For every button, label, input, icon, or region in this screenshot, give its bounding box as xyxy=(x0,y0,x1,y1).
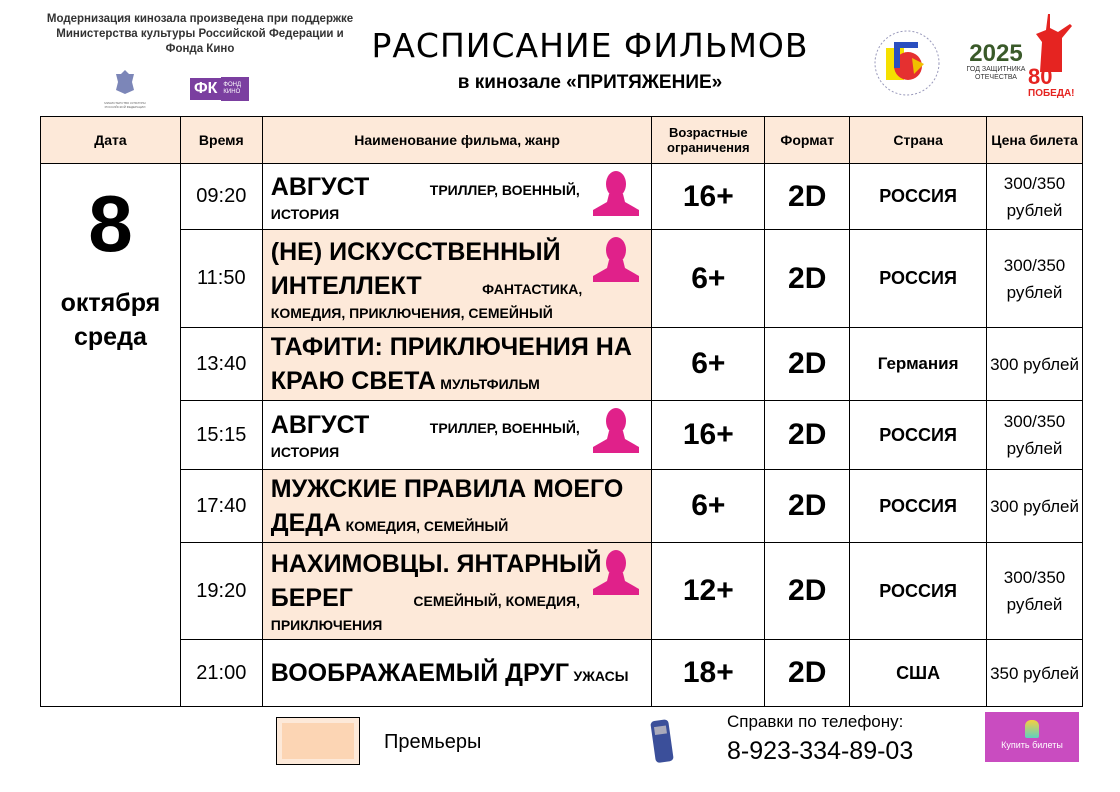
format-cell: 2D xyxy=(764,327,851,401)
price-cell: 300/350 рублей xyxy=(986,163,1083,230)
page-subtitle: в кинозале «ПРИТЯЖЕНИЕ» xyxy=(457,72,723,93)
table-row: 19:20 НАХИМОВЦЫ. ЯНТАРНЫЙ БЕРЕГ СЕМЕЙНЫЙ,… xyxy=(41,542,1083,640)
header-time: Время xyxy=(179,116,263,164)
film-cell: (НЕ) ИСКУССТВЕННЫЙ ИНТЕЛЛЕКТ ФАНТАСТИКА,… xyxy=(261,229,653,328)
time-cell: 17:40 xyxy=(179,469,263,543)
ice-cream-icon xyxy=(1025,720,1039,738)
phone-label: Справки по телефону: xyxy=(727,712,904,731)
header-age: Возрастные ограничения xyxy=(651,116,766,164)
phone-icon xyxy=(650,718,676,769)
table-row: 8 октября среда 09:20 АВГУСТ ТРИЛЛЕР, ВОЕННЫ… xyxy=(40,163,1083,707)
age-cell: 6+ xyxy=(651,469,766,543)
format-cell: 2D xyxy=(764,469,851,543)
header-date: Дата xyxy=(40,116,181,164)
age-cell: 16+ xyxy=(651,400,766,470)
header-format: Формат xyxy=(764,116,851,164)
film-title: ТАФИТИ: ПРИКЛЮЧЕНИЯ НА КРАЮ СВЕТА xyxy=(270,333,632,395)
country-cell: РОССИЯ xyxy=(849,542,988,640)
price-cell: 300 рублей xyxy=(986,469,1083,543)
price-cell: 350 рублей xyxy=(986,639,1083,707)
fond-kino-logo: ФК ФОНД КИНО xyxy=(190,77,250,101)
date-cell: 8 октября среда xyxy=(40,163,181,707)
country-cell: РОССИЯ xyxy=(849,163,988,230)
phone-number: 8-923-334-89-03 xyxy=(727,737,914,765)
schedule-table: Дата Время Наименование фильма, жанр Воз… xyxy=(40,116,1083,707)
bust-icon xyxy=(593,171,640,216)
table-row: 13:40 ТАФИТИ: ПРИКЛЮЧЕНИЯ НА КРАЮ СВЕТА М… xyxy=(41,327,1083,401)
age-cell: 18+ xyxy=(651,639,766,707)
film-title: АВГУСТ xyxy=(270,172,370,201)
bust-icon xyxy=(593,408,640,453)
film-genre: МУЛЬТФИЛЬМ xyxy=(440,376,540,392)
table-row: 17:40 МУЖСКИЕ ПРАВИЛА МОЕГО ДЕДА КОМЕДИЯ,… xyxy=(41,469,1083,543)
header-film: Наименование фильма, жанр xyxy=(261,116,653,164)
country-cell: США xyxy=(849,639,988,707)
country-cell: РОССИЯ xyxy=(849,469,988,543)
country-cell: РОССИЯ xyxy=(849,229,988,328)
ministry-logo: МИНИСТЕРСТВО КУЛЬТУРЫ РОССИЙСКОЙ ФЕДЕРАЦ… xyxy=(100,68,150,109)
time-cell: 15:15 xyxy=(179,400,263,470)
film-title: АВГУСТ xyxy=(270,411,370,439)
country-cell: РОССИЯ xyxy=(849,400,988,470)
age-cell: 6+ xyxy=(651,229,766,328)
bust-icon xyxy=(593,237,640,282)
bust-icon xyxy=(593,550,640,595)
film-title: НАХИМОВЦЫ. ЯНТАРНЫЙ БЕРЕГ xyxy=(270,550,602,612)
time-cell: 09:20 xyxy=(179,163,263,230)
film-genre: КОМЕДИЯ, СЕМЕЙНЫЙ xyxy=(345,518,509,534)
price-cell: 300 рублей xyxy=(986,327,1083,401)
film-cell: ВООБРАЖАЕМЫЙ ДРУГ УЖАСЫ xyxy=(261,639,653,707)
country-cell: Германия xyxy=(849,327,988,401)
format-cell: 2D xyxy=(764,639,851,707)
time-cell: 21:00 xyxy=(179,639,263,707)
format-cell: 2D xyxy=(764,163,851,230)
table-row: 11:50 (НЕ) ИСКУССТВЕННЫЙ ИНТЕЛЛЕКТ ФАНТАС… xyxy=(41,229,1083,328)
film-title: (НЕ) ИСКУССТВЕННЫЙ ИНТЕЛЛЕКТ xyxy=(270,237,561,300)
film-cell: МУЖСКИЕ ПРАВИЛА МОЕГО ДЕДА КОМЕДИЯ, СЕМЕ… xyxy=(261,469,653,543)
age-cell: 12+ xyxy=(651,542,766,640)
date-weekday: среда xyxy=(74,323,147,351)
price-cell: 300/350 рублей xyxy=(986,542,1083,640)
time-cell: 19:20 xyxy=(179,542,263,640)
header-price: Цена билета xyxy=(986,116,1083,164)
age-cell: 16+ xyxy=(651,163,766,230)
age-cell: 6+ xyxy=(651,327,766,401)
price-cell: 300/350 рублей xyxy=(986,400,1083,470)
support-note: Модернизация кинозала произведена при по… xyxy=(46,13,354,55)
table-row: 21:00 ВООБРАЖАЕМЫЙ ДРУГ УЖАСЫ 18+ 2D США 350 … xyxy=(41,639,1083,707)
victory-80-logo: 80 ПОБЕДА! xyxy=(1028,12,1075,99)
film-genre: СЕМЕЙНЫЙ, КОМЕДИЯ, ПРИКЛЮЧЕНИЯ xyxy=(270,593,580,633)
format-cell: 2D xyxy=(764,542,851,640)
film-title: МУЖСКИЕ ПРАВИЛА МОЕГО ДЕДА xyxy=(270,475,624,537)
premiere-legend-swatch xyxy=(276,717,360,765)
buy-tickets-button[interactable]: Купить билеты xyxy=(985,712,1079,762)
format-cell: 2D xyxy=(764,229,851,328)
film-genre: УЖАСЫ xyxy=(573,668,629,684)
date-day: 8 xyxy=(88,179,133,268)
time-cell: 13:40 xyxy=(179,327,263,401)
film-genre: ТРИЛЛЕР, ВОЕННЫЙ, ИСТОРИЯ xyxy=(270,420,580,460)
film-genre: ФАНТАСТИКА, КОМЕДИЯ, ПРИКЛЮЧЕНИЯ, СЕМЕЙН… xyxy=(270,280,583,321)
premiere-legend-label: Премьеры xyxy=(384,731,482,753)
film-cell: ТАФИТИ: ПРИКЛЮЧЕНИЯ НА КРАЮ СВЕТА МУЛЬТФ… xyxy=(261,327,653,401)
date-month: октября xyxy=(60,289,161,317)
time-cell: 11:50 xyxy=(179,229,263,328)
header-country: Страна xyxy=(849,116,988,164)
year-2025-logo: 2025 ГОД ЗАЩИТНИКА ОТЕЧЕСТВА xyxy=(966,40,1026,82)
film-cell: АВГУСТ ТРИЛЛЕР, ВОЕННЫЙ, ИСТОРИЯ xyxy=(261,163,653,230)
page-title: РАСПИСАНИЕ ФИЛЬМОВ xyxy=(371,26,809,65)
film-cell: НАХИМОВЦЫ. ЯНТАРНЫЙ БЕРЕГ СЕМЕЙНЫЙ, КОМЕ… xyxy=(261,542,653,640)
price-cell: 300/350 рублей xyxy=(986,229,1083,328)
film-title: ВООБРАЖАЕМЫЙ ДРУГ xyxy=(270,659,570,687)
film-genre: ТРИЛЛЕР, ВОЕННЫЙ, ИСТОРИЯ xyxy=(270,181,580,222)
table-row: 15:15 АВГУСТ ТРИЛЛЕР, ВОЕННЫЙ, ИСТОРИЯ 16+… xyxy=(41,400,1083,470)
culture-center-logo xyxy=(872,28,942,103)
format-cell: 2D xyxy=(764,400,851,470)
table-header-row: Дата Время Наименование фильма, жанр Воз… xyxy=(40,116,1083,164)
film-cell: АВГУСТ ТРИЛЛЕР, ВОЕННЫЙ, ИСТОРИЯ xyxy=(261,400,653,470)
